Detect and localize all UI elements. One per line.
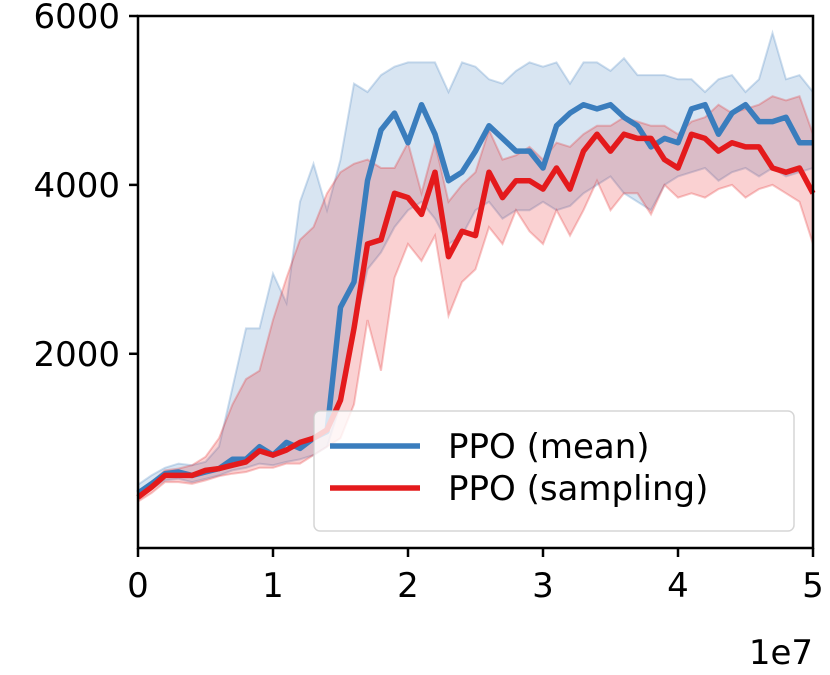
y-tick-label: 2000 bbox=[33, 335, 120, 375]
x-tick-label: 0 bbox=[127, 566, 149, 606]
series-lines bbox=[136, 101, 816, 500]
x-tick-label: 3 bbox=[532, 566, 554, 606]
legend-label-ppo-sampling: PPO (sampling) bbox=[448, 469, 708, 509]
plot-frame bbox=[136, 14, 815, 550]
legend-box bbox=[313, 410, 795, 532]
x-tick-label: 5 bbox=[802, 566, 824, 606]
x-tick-label: 2 bbox=[397, 566, 419, 606]
legend: PPO (mean) PPO (sampling) bbox=[313, 410, 795, 532]
x-offset-label: 1e7 bbox=[749, 633, 813, 673]
x-tick-label: 4 bbox=[667, 566, 689, 606]
y-axis: 2000 4000 6000 bbox=[33, 0, 138, 375]
y-tick-label: 4000 bbox=[33, 166, 120, 206]
legend-label-ppo-mean: PPO (mean) bbox=[448, 427, 650, 467]
y-tick-label: 6000 bbox=[33, 0, 120, 37]
line-ppo-sampling bbox=[136, 131, 816, 500]
x-axis: 0 1 2 3 4 5 bbox=[127, 548, 824, 606]
x-tick-label: 1 bbox=[262, 566, 284, 606]
